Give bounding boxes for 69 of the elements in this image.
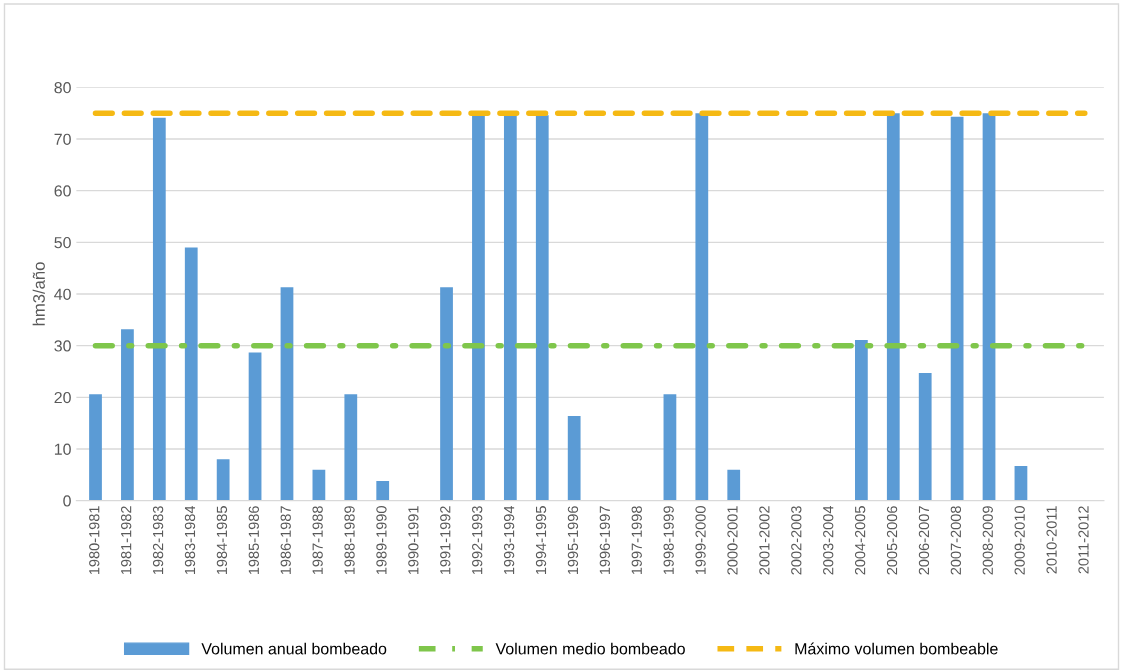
bar bbox=[312, 469, 326, 501]
legend-label: Máximo volumen bombeable bbox=[795, 642, 998, 655]
bar bbox=[216, 459, 230, 501]
x-tick-label: 2008-2009 bbox=[982, 506, 993, 575]
bar bbox=[248, 352, 262, 501]
bar bbox=[1014, 466, 1028, 501]
y-tick-label: 20 bbox=[54, 391, 71, 404]
y-tick-label: 0 bbox=[63, 495, 71, 507]
x-tick-label: 1987-1988 bbox=[312, 506, 323, 575]
x-tick-label: 1995-1996 bbox=[567, 506, 579, 575]
x-tick-label: 1993-1994 bbox=[503, 505, 515, 575]
bar bbox=[855, 339, 868, 501]
legend-label: Volumen medio bombeado bbox=[495, 642, 685, 655]
x-tick-label: 2009-2010 bbox=[1014, 506, 1025, 575]
y-axis-title: hm3/año bbox=[32, 262, 45, 326]
legend-label: Volumen anual bombeado bbox=[201, 642, 387, 655]
x-tick-label: 1982-1983 bbox=[152, 506, 164, 575]
y-tick-label: 60 bbox=[54, 185, 71, 197]
x-tick-label: 2006-2007 bbox=[918, 506, 930, 575]
bar bbox=[567, 415, 581, 501]
bar bbox=[950, 116, 964, 501]
x-tick-label: 2005-2006 bbox=[886, 506, 898, 575]
bar bbox=[472, 113, 485, 501]
x-tick-label: 1996-1997 bbox=[599, 506, 611, 575]
x-tick-label: 1994-1995 bbox=[535, 506, 547, 575]
y-tick-label: 50 bbox=[54, 236, 71, 249]
bar bbox=[918, 373, 932, 501]
x-tick-label: 1984-1985 bbox=[216, 506, 228, 575]
x-tick-label: 1990-1991 bbox=[408, 506, 419, 575]
x-tick-label: 2000-2001 bbox=[727, 506, 738, 575]
bar bbox=[886, 113, 900, 501]
x-tick-label: 1991-1992 bbox=[440, 506, 451, 575]
x-tick-label: 1992-1993 bbox=[472, 506, 483, 575]
x-tick-label: 1988-1989 bbox=[344, 506, 355, 575]
x-tick-label: 1986-1987 bbox=[280, 506, 291, 575]
x-tick-label: 2001-2002 bbox=[759, 506, 770, 575]
bar bbox=[152, 117, 166, 501]
bar bbox=[982, 113, 996, 501]
y-tick-label: 10 bbox=[54, 443, 71, 455]
bar bbox=[663, 394, 677, 501]
x-tick-label: 2011-2012 bbox=[1078, 506, 1089, 574]
x-tick-label: 2010-2011 bbox=[1046, 506, 1057, 574]
bar bbox=[184, 247, 198, 501]
x-tick-label: 2003-2004 bbox=[823, 505, 834, 575]
x-tick-label: 2004-2005 bbox=[854, 506, 866, 575]
y-tick-label: 80 bbox=[54, 81, 71, 94]
x-tick-label: 1983-1984 bbox=[184, 505, 196, 575]
x-tick-label: 1997-1998 bbox=[631, 506, 642, 575]
y-tick-label: 30 bbox=[54, 340, 71, 352]
bar bbox=[503, 113, 517, 501]
x-tick-label: 1980-1981 bbox=[89, 506, 100, 575]
y-tick-label: 40 bbox=[54, 288, 71, 300]
x-tick-label: 1981-1982 bbox=[121, 506, 132, 575]
bar bbox=[121, 329, 134, 501]
bar bbox=[695, 113, 709, 501]
bar bbox=[280, 287, 294, 501]
bar bbox=[89, 394, 102, 501]
bar bbox=[376, 481, 390, 501]
bar bbox=[344, 394, 358, 501]
x-tick-label: 2007-2008 bbox=[950, 506, 962, 575]
y-tick-label: 70 bbox=[54, 133, 71, 145]
bar bbox=[535, 115, 549, 501]
x-tick-label: 1999-2000 bbox=[695, 506, 706, 575]
x-tick-label: 1989-1990 bbox=[376, 506, 387, 575]
bar bbox=[440, 287, 453, 501]
x-tick-label: 2002-2003 bbox=[791, 506, 802, 575]
x-tick-label: 1998-1999 bbox=[663, 506, 674, 575]
x-tick-label: 1985-1986 bbox=[248, 506, 259, 575]
bar bbox=[727, 469, 741, 501]
